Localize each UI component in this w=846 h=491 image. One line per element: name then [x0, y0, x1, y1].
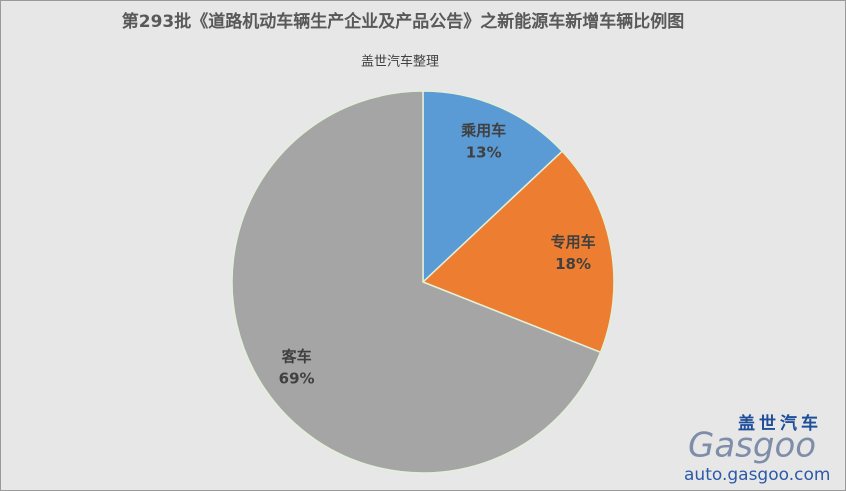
- pie-slice: [421, 150, 615, 354]
- pie-slice: [231, 90, 602, 474]
- watermark: 盖世汽车 Gasgoo auto.gasgoo.com: [684, 413, 830, 485]
- slice-category-label: 乘用车: [460, 121, 506, 139]
- watermark-cn: 盖世汽车: [738, 413, 822, 434]
- slice-value-label: 18%: [555, 255, 591, 273]
- slice-category-label: 专用车: [551, 233, 596, 251]
- slice-value-label: 69%: [279, 369, 315, 387]
- pie-slice: [422, 90, 564, 284]
- chart-subtitle: 盖世汽车整理: [361, 54, 439, 70]
- watermark-url: auto.gasgoo.com: [684, 465, 830, 485]
- watermark-logo: Gasgoo: [688, 426, 816, 466]
- chart-title: 第293批《道路机动车辆生产企业及产品公告》之新能源车新增车辆比例图: [122, 11, 685, 32]
- slice-category-label: 客车: [281, 347, 312, 365]
- slice-value-label: 13%: [466, 143, 502, 161]
